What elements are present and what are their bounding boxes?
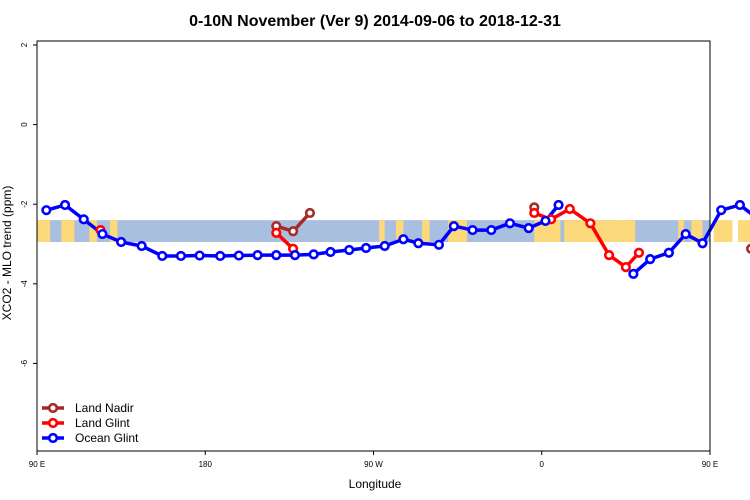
ocean-glint-point (628, 268, 639, 279)
series-points (41, 199, 750, 279)
y-tick-label: 0 (20, 122, 29, 127)
ocean-glint-point (645, 254, 656, 265)
ocean-glint-point (697, 238, 708, 249)
ocean-glint-point (523, 222, 534, 234)
land-patch (422, 220, 430, 243)
x-tick-label: 90 W (364, 460, 383, 469)
y-tick-label: -6 (20, 359, 29, 367)
ocean-glint-point (360, 242, 372, 254)
ocean-glint-point (433, 239, 445, 250)
land-patch (61, 220, 75, 243)
ocean-glint-point (680, 228, 691, 240)
ocean-glint-point (41, 205, 52, 216)
ocean-glint-point (252, 250, 263, 261)
land-glint-point (603, 250, 615, 261)
x-tick-label: 0 (540, 460, 545, 469)
ocean-glint-point (540, 215, 551, 227)
plot-band (37, 220, 750, 243)
ocean-glint-point (379, 240, 390, 252)
ocean-glint-point (97, 228, 108, 240)
y-ticks: 2 0 -2 -4 -6 (20, 42, 37, 367)
ocean-glint-point (734, 199, 746, 211)
land-patch (395, 220, 404, 243)
x-tick-label: 90 E (702, 460, 718, 469)
ocean-glint-point (325, 246, 336, 258)
ocean-glint-point (467, 224, 478, 236)
ocean-glint-point (175, 250, 187, 262)
land-patch (678, 220, 684, 243)
ocean-glint-point (308, 249, 319, 260)
land-patch (691, 220, 703, 243)
legend-ocean-glint-label: Ocean Glint (75, 431, 139, 445)
ocean-glint-point (136, 240, 147, 252)
land-patch (738, 220, 750, 243)
y-tick-label: -4 (20, 280, 29, 288)
land-nadir-point (746, 243, 750, 254)
land-glint-point (585, 218, 596, 229)
ocean-glint-point (78, 214, 89, 225)
ocean-glint-point (448, 220, 459, 232)
ocean-glint-point (716, 205, 727, 216)
legend-land-nadir-label: Land Nadir (75, 401, 134, 415)
ocean-glint-point (344, 244, 355, 256)
land-patch (620, 220, 636, 243)
x-axis-label: Longitude (349, 477, 402, 491)
ocean-glint-point (486, 224, 497, 236)
ocean-glint-point (116, 236, 127, 248)
land-patch (534, 220, 561, 243)
land-patch (109, 220, 118, 243)
land-nadir-point (288, 226, 299, 237)
ocean-glint-point (59, 199, 71, 211)
ocean-glint-point (663, 247, 674, 258)
legend-land-glint-marker (47, 417, 59, 429)
y-axis-label: XCO2 - MLO trend (ppm) (0, 186, 14, 321)
chart-title: 0-10N November (Ver 9) 2014-09-06 to 201… (189, 13, 561, 30)
x-tick-label: 180 (199, 460, 213, 469)
ocean-glint-point (271, 250, 282, 261)
ocean-glint-point (398, 234, 409, 245)
land-glint-point (271, 227, 282, 238)
land-glint-point (529, 207, 540, 219)
ocean-glint-point (157, 250, 168, 262)
land-patch (37, 220, 51, 243)
ocean-glint-point (233, 250, 244, 261)
ocean-glint-point (413, 238, 424, 249)
ocean-glint-point (289, 250, 301, 261)
legend-land-nadir-marker (47, 402, 59, 414)
ocean-glint-point (215, 250, 226, 262)
land-patch (379, 220, 385, 243)
y-tick-label: -2 (20, 200, 29, 208)
land-glint-point (620, 261, 631, 273)
x-tick-label: 90 E (29, 460, 45, 469)
ocean-glint-point (504, 218, 516, 229)
land-patch (89, 220, 97, 243)
ocean-glint-point (553, 199, 564, 211)
legend-land-glint-label: Land Glint (75, 416, 130, 430)
land-patch (713, 220, 733, 243)
land-glint-point (633, 247, 645, 258)
y-tick-label: 2 (20, 42, 29, 47)
land-nadir-point (304, 207, 316, 219)
legend-ocean-glint-marker (47, 432, 59, 444)
ocean-glint-point (194, 250, 205, 261)
plot-frame (36, 40, 711, 452)
land-glint-point (564, 203, 575, 215)
